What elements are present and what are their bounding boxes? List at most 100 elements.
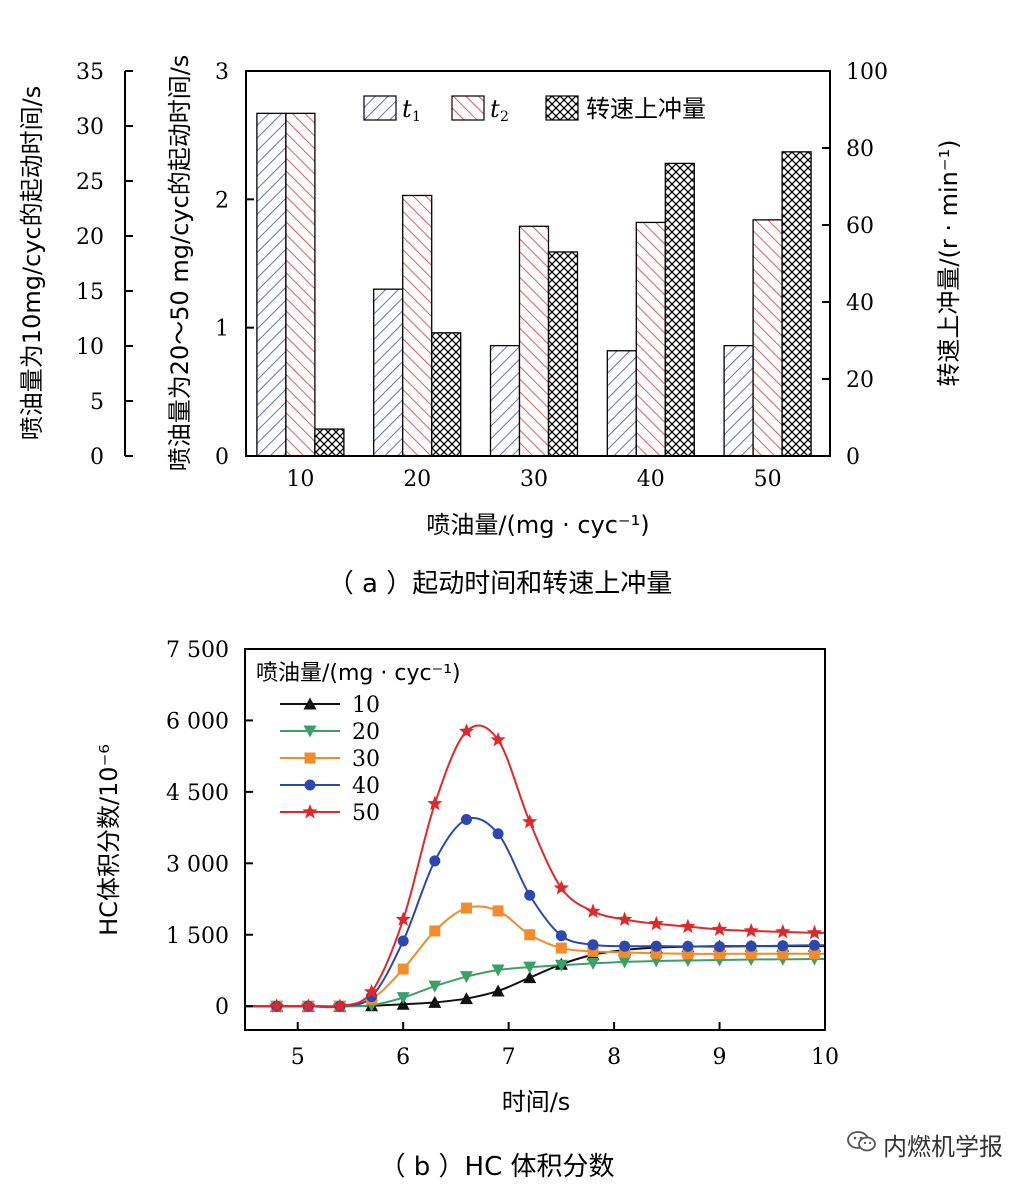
b-point-40 <box>777 940 789 952</box>
b-legend-label-50: 50 <box>352 801 380 826</box>
b-point-50 <box>458 723 475 738</box>
a-outer-tick-label: 35 <box>76 60 104 85</box>
a-bar-diag-blue <box>256 112 287 457</box>
b-point-20 <box>459 971 473 984</box>
a-outer-tick-label: 20 <box>76 225 104 250</box>
b-point-40 <box>682 940 694 952</box>
a-legend-label-overshoot: 转速上冲量 <box>586 95 706 123</box>
b-y-tick-label: 6 000 <box>166 709 229 734</box>
b-point-50 <box>427 795 443 811</box>
b-y-tick-label: 7 500 <box>166 638 229 663</box>
a-legend-sub-t2: 2 <box>500 109 509 125</box>
a-xlabel: 喷油量/(mg · cyc⁻¹) <box>426 511 649 539</box>
b-point-30 <box>524 929 536 941</box>
b-series-line-50 <box>244 724 826 1009</box>
b-x-ticks: 5 6 7 8 9 10 <box>291 1022 839 1070</box>
b-point-40 <box>619 940 631 952</box>
a-right-tick-label: 40 <box>846 291 874 316</box>
a-inner-tick-label: 1 <box>215 317 229 342</box>
b-point-50 <box>775 923 791 939</box>
b-y-tick-label: 1 500 <box>166 924 229 949</box>
b-legend-title: 喷油量/(mg · cyc⁻¹) <box>256 661 461 686</box>
a-inner-tick-label: 3 <box>215 60 229 85</box>
b-legend-marker-30 <box>304 752 316 764</box>
b-series-line-10 <box>244 945 825 1008</box>
b-legend-marker-20 <box>303 725 317 738</box>
a-x-ticks: 10 20 30 40 50 <box>286 467 781 492</box>
b-point-40 <box>587 939 599 951</box>
b-point-20 <box>554 959 568 972</box>
a-bar-cross-black <box>781 151 812 457</box>
b-legend-marker-40 <box>304 779 316 791</box>
b-point-30 <box>397 963 409 975</box>
a-right-tick-label: 60 <box>846 214 874 239</box>
b-point-50 <box>490 732 506 747</box>
a-bar-diag-red <box>752 219 783 457</box>
a-x-tick-label: 50 <box>754 467 782 492</box>
b-legend-marker-10 <box>303 697 317 710</box>
b-point-10 <box>491 984 505 997</box>
a-right-tick-label: 100 <box>846 60 888 85</box>
a-x-tick-label: 40 <box>637 467 665 492</box>
a-legend-swatch-t2 <box>451 95 485 121</box>
b-point-20 <box>396 992 410 1005</box>
b-series-line-40 <box>244 817 826 1008</box>
b-point-10 <box>459 992 473 1005</box>
a-bars <box>256 112 812 457</box>
b-plot-frame <box>244 648 826 1031</box>
b-x-tick-label: 7 <box>502 1045 516 1070</box>
a-right-tick-label: 80 <box>846 137 874 162</box>
b-point-30 <box>808 948 820 960</box>
a-legend: t 1 t 2 转速上冲量 <box>363 95 706 125</box>
b-point-30 <box>650 947 662 959</box>
b-point-50 <box>363 983 380 999</box>
a-inner-left-ticks: 0 1 2 3 <box>215 60 254 470</box>
a-plot-frame <box>245 70 831 457</box>
a-bar-diag-red <box>518 225 550 457</box>
b-point-40 <box>745 940 757 952</box>
a-x-tick-label: 10 <box>286 467 314 492</box>
a-ylabel-right: 转速上冲量/(r · min⁻¹) <box>935 139 963 386</box>
a-x-tick-label: 20 <box>403 467 431 492</box>
b-ylabel: HC体积分数/10⁻⁶ <box>95 744 123 936</box>
b-point-20 <box>491 964 505 977</box>
b-y-tick-label: 0 <box>215 995 229 1020</box>
b-point-40 <box>397 935 409 947</box>
b-lines <box>244 724 826 1009</box>
b-point-40 <box>555 930 567 942</box>
b-point-50 <box>269 998 285 1013</box>
b-point-50 <box>585 903 601 918</box>
b-x-tick-label: 8 <box>607 1045 621 1070</box>
a-inner-tick-label: 0 <box>215 445 229 470</box>
panel-a-bar-chart: 0 5 10 15 20 25 30 35 0 1 2 3 0 20 40 60 80 100 10 20 30 4… <box>18 55 963 599</box>
a-inner-tick-label: 2 <box>215 188 229 213</box>
a-bar-diag-blue <box>489 344 521 457</box>
a-legend-swatch-overshoot <box>545 95 579 121</box>
b-point-20 <box>428 980 442 993</box>
b-point-50 <box>395 911 411 926</box>
a-bar-diag-red <box>402 194 433 457</box>
a-legend-label-t2: t <box>490 95 500 123</box>
a-bar-diag-red <box>635 221 666 457</box>
b-point-40 <box>808 939 820 951</box>
a-outer-tick-label: 5 <box>90 390 104 415</box>
b-point-30 <box>682 948 694 960</box>
b-point-40 <box>714 941 726 953</box>
b-x-tick-label: 6 <box>396 1045 410 1070</box>
b-point-20 <box>523 961 537 974</box>
a-legend-label-t1: t <box>402 95 412 123</box>
b-legend-label-20: 20 <box>352 720 380 745</box>
b-x-tick-label: 9 <box>713 1045 727 1070</box>
b-x-tick-label: 5 <box>291 1045 305 1070</box>
a-bar-diag-blue <box>606 350 637 457</box>
b-legend-label-10: 10 <box>352 693 380 718</box>
b-caption: （ b ）HC 体积分数 <box>379 1152 614 1182</box>
a-right-ticks: 0 20 40 60 80 100 <box>822 60 888 470</box>
a-right-tick-label: 20 <box>846 368 874 393</box>
a-bar-diag-blue <box>373 288 404 457</box>
b-point-20 <box>586 957 600 970</box>
b-point-40 <box>524 889 536 901</box>
b-point-50 <box>300 998 316 1013</box>
